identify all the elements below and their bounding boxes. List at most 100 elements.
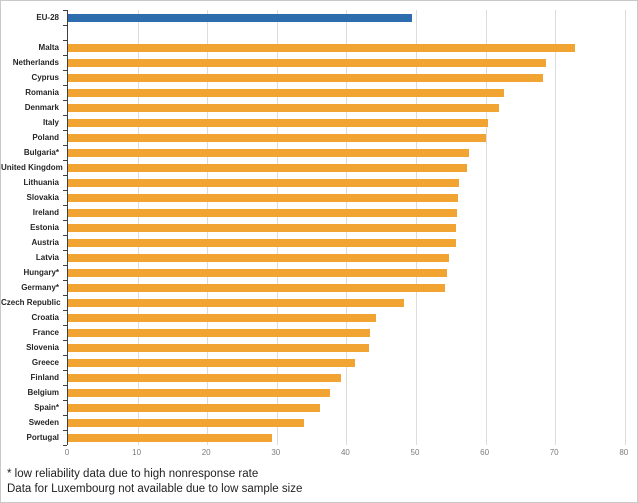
category-label: Belgium xyxy=(27,388,59,397)
axis-tick xyxy=(63,55,67,56)
gridline xyxy=(485,10,487,445)
bar xyxy=(68,178,460,187)
bar xyxy=(68,373,341,382)
x-tick-label: 50 xyxy=(410,448,420,457)
category-label: Bulgaria* xyxy=(23,148,59,157)
bar xyxy=(68,193,459,202)
category-label: Romania xyxy=(25,88,59,97)
x-tick-label: 30 xyxy=(271,448,281,457)
axis-tick xyxy=(63,265,67,266)
bar-eu-28 xyxy=(68,13,412,22)
category-label: Hungary* xyxy=(23,268,59,277)
axis-tick xyxy=(63,130,67,131)
category-label: Croatia xyxy=(31,313,59,322)
axis-tick xyxy=(63,40,67,41)
bar xyxy=(68,283,445,292)
axis-tick xyxy=(63,100,67,101)
x-axis-labels: 0 10 20 30 40 50 60 70 80 xyxy=(64,448,629,460)
axis-tick xyxy=(63,25,67,26)
axis-tick xyxy=(63,355,67,356)
axis-tick xyxy=(63,340,67,341)
category-label: Spain* xyxy=(34,403,59,412)
bar xyxy=(68,313,376,322)
axis-tick xyxy=(63,415,67,416)
category-label: Estonia xyxy=(30,223,59,232)
axis-tick xyxy=(63,445,67,446)
category-label: Czech Republic xyxy=(1,298,61,307)
axis-tick xyxy=(63,145,67,146)
axis-tick xyxy=(63,10,67,11)
gridline xyxy=(624,10,626,445)
bar xyxy=(68,103,499,112)
category-label: Italy xyxy=(42,118,59,127)
footnote-reliability: * low reliability data due to high nonre… xyxy=(7,468,259,480)
category-label: Latvia xyxy=(35,253,59,262)
axis-tick xyxy=(63,235,67,236)
gridline xyxy=(555,10,557,445)
axis-tick xyxy=(63,220,67,221)
bar xyxy=(68,433,272,442)
category-label: Lithuania xyxy=(23,178,59,187)
bar xyxy=(68,163,467,172)
axis-tick xyxy=(63,325,67,326)
axis-tick xyxy=(63,190,67,191)
x-tick-label: 40 xyxy=(340,448,350,457)
x-tick-label: 20 xyxy=(201,448,211,457)
bar xyxy=(68,418,304,427)
category-label: Malta xyxy=(38,43,59,52)
bar xyxy=(68,358,356,367)
axis-tick xyxy=(63,280,67,281)
bar xyxy=(68,253,449,262)
category-label: Netherlands xyxy=(12,58,59,67)
category-label: France xyxy=(32,328,59,337)
x-tick-label: 10 xyxy=(132,448,142,457)
plot-area xyxy=(63,10,626,446)
bar xyxy=(68,88,505,97)
category-label: Portugal xyxy=(26,433,59,442)
category-label: Poland xyxy=(32,133,59,142)
bar xyxy=(68,343,369,352)
axis-tick xyxy=(63,160,67,161)
category-label: Cyprus xyxy=(31,73,59,82)
axis-tick xyxy=(63,310,67,311)
bar xyxy=(68,58,547,67)
axis-tick xyxy=(63,385,67,386)
bar xyxy=(68,208,458,217)
axis-tick xyxy=(63,175,67,176)
axis-tick xyxy=(63,85,67,86)
axis-tick xyxy=(63,400,67,401)
bar xyxy=(68,223,457,232)
bar xyxy=(68,238,456,247)
x-tick-label: 70 xyxy=(549,448,559,457)
axis-tick xyxy=(63,115,67,116)
category-label: Germany* xyxy=(21,283,59,292)
x-tick-label: 80 xyxy=(619,448,629,457)
category-label: Greece xyxy=(31,358,59,367)
category-label: Slovakia xyxy=(26,193,59,202)
category-label: Sweden xyxy=(28,418,59,427)
axis-tick xyxy=(63,370,67,371)
bar xyxy=(68,403,320,412)
bar xyxy=(68,268,448,277)
category-label: United Kingdom xyxy=(1,163,63,172)
bar xyxy=(68,118,488,127)
axis-tick xyxy=(63,205,67,206)
category-label: Slovenia xyxy=(26,343,59,352)
bar xyxy=(68,298,405,307)
bar xyxy=(68,43,575,52)
axis-tick xyxy=(63,295,67,296)
footnote-luxembourg: Data for Luxembourg not available due to… xyxy=(7,482,303,495)
bar xyxy=(68,73,543,82)
bar xyxy=(68,328,371,337)
category-label: EU-28 xyxy=(36,13,59,22)
x-tick-label: 0 xyxy=(64,448,70,457)
axis-tick xyxy=(63,70,67,71)
axis-tick xyxy=(63,250,67,251)
category-label: Denmark xyxy=(24,103,59,112)
category-label: Ireland xyxy=(32,208,59,217)
bar xyxy=(68,388,331,397)
category-label: Finland xyxy=(30,373,59,382)
x-tick-label: 60 xyxy=(480,448,490,457)
bar xyxy=(68,133,486,142)
